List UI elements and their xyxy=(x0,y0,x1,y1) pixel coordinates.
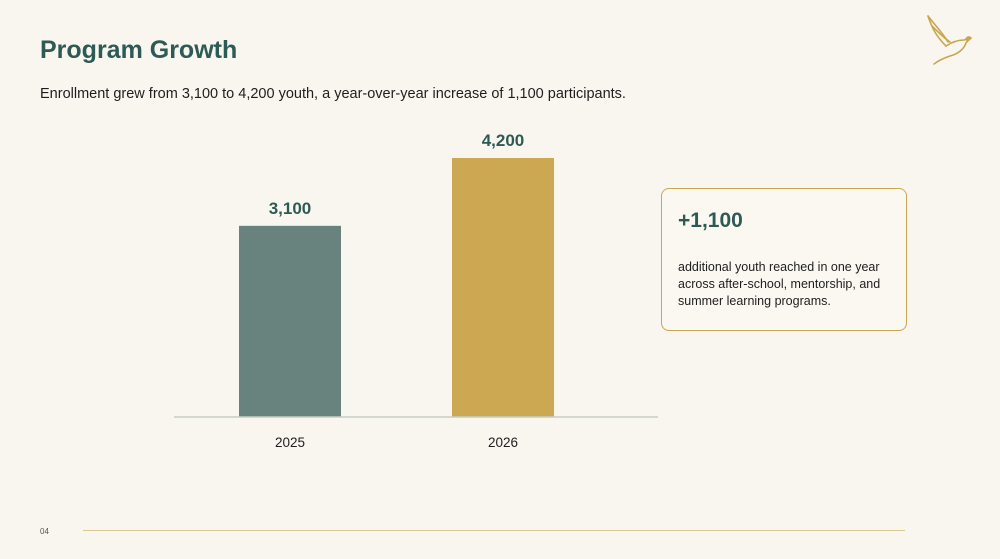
footer-divider xyxy=(83,530,905,531)
x-tick-label: 2026 xyxy=(488,435,518,450)
callout-value: +1,100 xyxy=(678,209,743,232)
page-title: Program Growth xyxy=(40,36,238,64)
bar-2025 xyxy=(239,225,341,417)
labels-group: 3,100 2025 4,200 2026 xyxy=(269,131,525,450)
x-tick-label: 2025 xyxy=(275,435,305,450)
page-subtitle: Enrollment grew from 3,100 to 4,200 yout… xyxy=(40,86,626,102)
bar-value-label: 4,200 xyxy=(482,131,525,150)
page-number: 04 xyxy=(40,527,49,536)
bars-group xyxy=(239,158,554,417)
bar-value-label: 3,100 xyxy=(269,199,312,218)
callout-text: additional youth reached in one year acr… xyxy=(678,260,881,308)
bird-logo-icon xyxy=(927,15,972,65)
growth-callout-card: +1,100 additional youth reached in one y… xyxy=(661,188,907,331)
bar-2026 xyxy=(452,158,554,417)
